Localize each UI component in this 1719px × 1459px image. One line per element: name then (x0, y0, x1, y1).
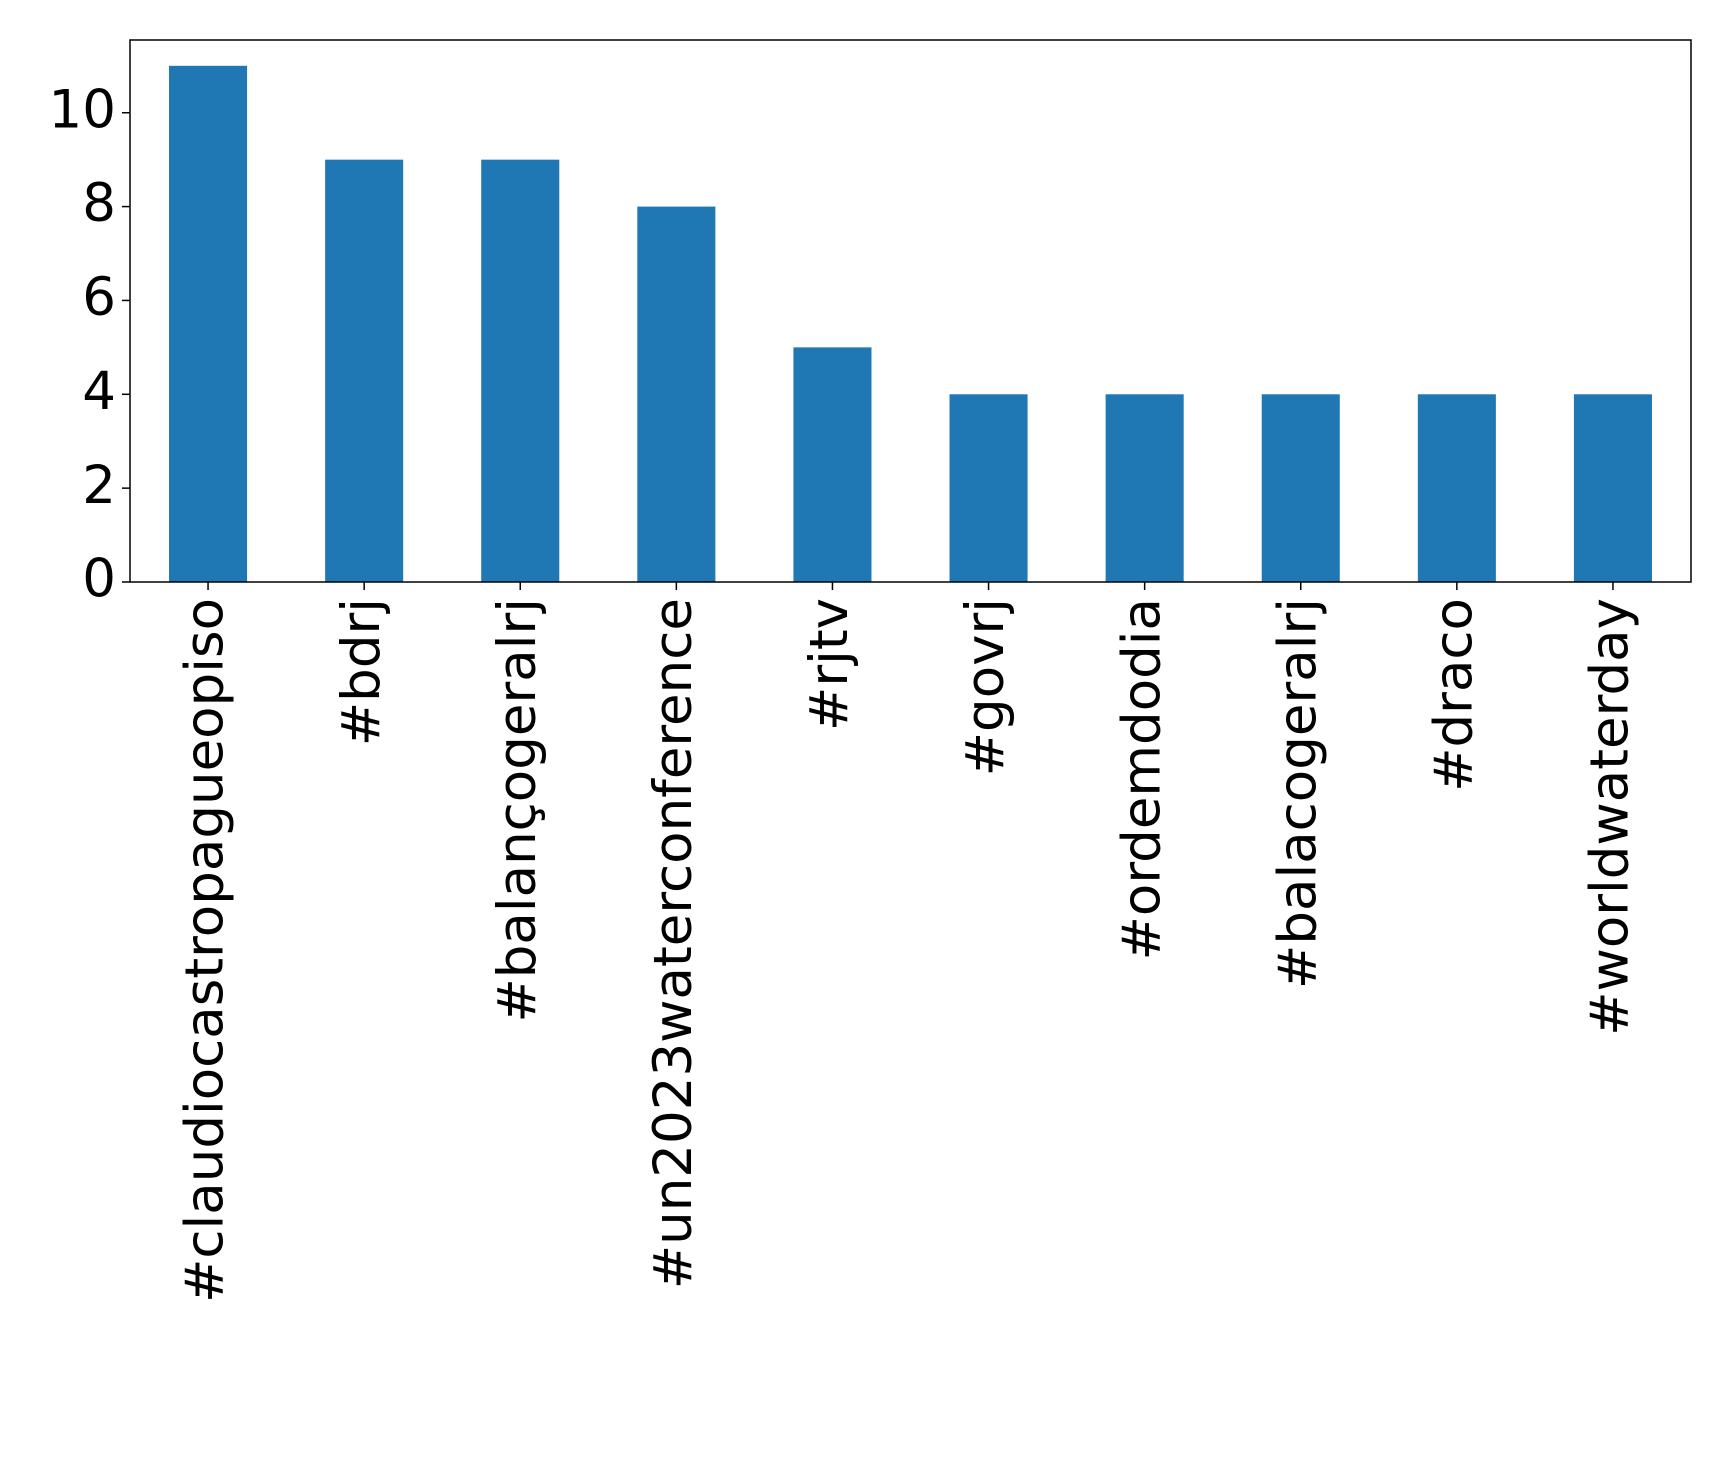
bar (1105, 394, 1184, 582)
x-tick-label: #ordemdodia (1111, 598, 1172, 961)
plot-frame (129, 39, 1692, 583)
bar (1573, 394, 1652, 582)
bar (325, 159, 404, 582)
x-tick-label: #worldwaterday (1580, 598, 1641, 1036)
y-tick-label: 6 (82, 267, 116, 328)
x-tick-label: #govrj (955, 598, 1016, 776)
bar (169, 65, 248, 583)
bar (1417, 394, 1496, 582)
bar (793, 347, 872, 582)
y-tick-label: 2 (82, 455, 116, 516)
x-tick-label: #un2023waterconference (643, 598, 704, 1289)
x-tick-label: #balacogeralrj (1267, 598, 1328, 989)
bar (949, 394, 1028, 582)
bar (1261, 394, 1340, 582)
y-tick-label: 8 (82, 173, 116, 234)
y-tick-label: 0 (82, 549, 116, 610)
x-tick-label: #balançogeralrj (487, 598, 548, 1023)
bar (637, 206, 716, 582)
x-tick-label: #rjtv (799, 598, 860, 731)
x-tick-label: #bdrj (331, 598, 392, 746)
y-tick-label: 10 (49, 79, 116, 140)
y-tick-label: 4 (82, 361, 116, 422)
bar (481, 159, 560, 582)
x-tick-label: #claudiocastropagueopiso (175, 598, 236, 1303)
x-tick-label: #draco (1423, 598, 1484, 792)
